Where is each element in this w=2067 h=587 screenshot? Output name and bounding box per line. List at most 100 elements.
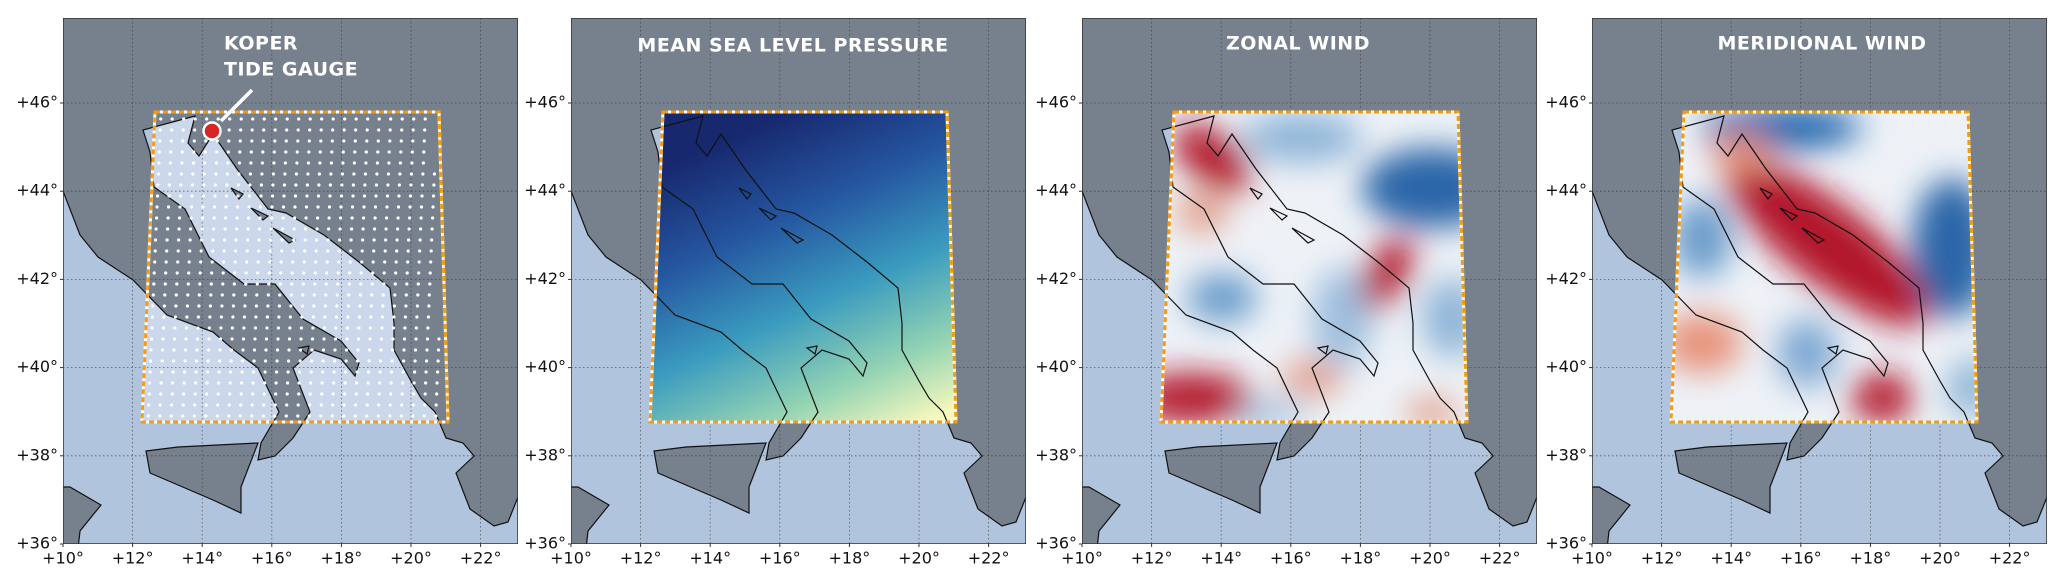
grid-point — [243, 293, 247, 297]
grid-point — [251, 392, 255, 396]
lon-tick-label: +18° — [321, 549, 363, 568]
grid-point — [350, 216, 354, 220]
grid-point — [244, 271, 248, 275]
grid-point — [163, 293, 167, 297]
grid-point — [255, 282, 259, 286]
grid-point — [168, 172, 172, 176]
grid-point — [416, 282, 420, 286]
grid-point — [388, 403, 392, 407]
grid-point — [161, 337, 165, 341]
grid-point — [197, 293, 201, 297]
grid-point — [190, 183, 194, 187]
grid-point — [408, 194, 413, 198]
grid-point — [423, 128, 427, 132]
grid-point — [267, 282, 271, 286]
grid-point — [176, 249, 180, 253]
lat-tick-label: +36° — [1545, 534, 1587, 553]
grid-point — [148, 370, 152, 374]
lat-tick-label: +40° — [1035, 357, 1077, 376]
grid-point — [215, 414, 219, 418]
lat-tick-label: +40° — [16, 357, 58, 376]
grid-point — [201, 194, 206, 198]
grid-point — [201, 205, 205, 209]
grid-point — [326, 238, 330, 242]
grid-point — [426, 326, 430, 330]
grid-point — [220, 293, 224, 297]
grid-point — [181, 414, 185, 418]
grid-point — [259, 194, 263, 198]
grid-point — [357, 326, 361, 330]
map-panel: MEAN SEA LEVEL PRESSURE — [571, 18, 1026, 544]
grid-point — [272, 161, 276, 165]
grid-point — [169, 139, 173, 143]
grid-point — [321, 348, 326, 352]
grid-point — [227, 403, 231, 407]
grid-point — [265, 326, 269, 330]
grid-point — [317, 172, 321, 176]
grid-point — [191, 172, 195, 176]
grid-point — [327, 205, 332, 209]
grid-point — [162, 304, 166, 308]
grid-point — [322, 326, 326, 330]
grid-point — [298, 359, 302, 363]
grid-point — [206, 348, 211, 352]
grid-point — [164, 271, 168, 275]
grid-point — [394, 271, 398, 275]
grid-point — [311, 315, 315, 319]
grid-point — [322, 337, 326, 341]
grid-point — [285, 392, 289, 396]
grid-point — [296, 139, 300, 143]
grid-point — [333, 359, 337, 363]
grid-point — [313, 271, 317, 275]
grid-point — [328, 183, 332, 187]
grid-point — [300, 315, 304, 319]
grid-point — [388, 414, 392, 418]
grid-point — [216, 392, 220, 396]
grid-point — [220, 304, 224, 308]
grid-point — [271, 172, 275, 176]
grid-point — [334, 315, 338, 319]
grid-point — [320, 117, 324, 121]
grid-point — [372, 249, 376, 253]
grid-point — [391, 326, 395, 330]
grid-point — [270, 194, 275, 198]
grid-point — [184, 326, 188, 330]
grid-point — [431, 216, 435, 220]
pressure-field — [650, 112, 956, 422]
grid-point — [341, 150, 345, 154]
grid-point — [422, 139, 426, 143]
grid-point — [400, 403, 404, 407]
grid-point — [385, 205, 389, 209]
grid-point — [348, 271, 352, 275]
grid-point — [358, 293, 362, 297]
grid-point — [295, 150, 299, 154]
grid-point — [221, 271, 225, 275]
grid-point — [420, 183, 424, 187]
grid-point — [308, 128, 312, 132]
field-blob — [1725, 159, 1929, 327]
lat-tick-label: +44° — [524, 181, 566, 200]
grid-point — [299, 337, 303, 341]
grid-point — [166, 227, 170, 231]
grid-point — [290, 271, 294, 275]
grid-point — [395, 238, 399, 242]
grid-point — [308, 392, 312, 396]
grid-point — [435, 392, 439, 396]
grid-point — [370, 282, 374, 286]
grid-point — [264, 337, 269, 341]
zonal-wind-field — [1161, 112, 1467, 422]
grid-point — [159, 381, 163, 385]
grid-point — [301, 293, 305, 297]
grid-point — [287, 337, 292, 341]
grid-point — [368, 337, 372, 341]
grid-point — [250, 128, 254, 132]
grid-point — [252, 359, 256, 363]
annotation-line: TIDE GAUGE — [224, 59, 358, 81]
grid-point — [184, 337, 188, 341]
lat-tick-label: +38° — [1035, 445, 1077, 464]
grid-point — [315, 238, 319, 242]
grid-point — [296, 414, 300, 418]
grid-point — [329, 161, 333, 165]
grid-point — [218, 348, 222, 352]
